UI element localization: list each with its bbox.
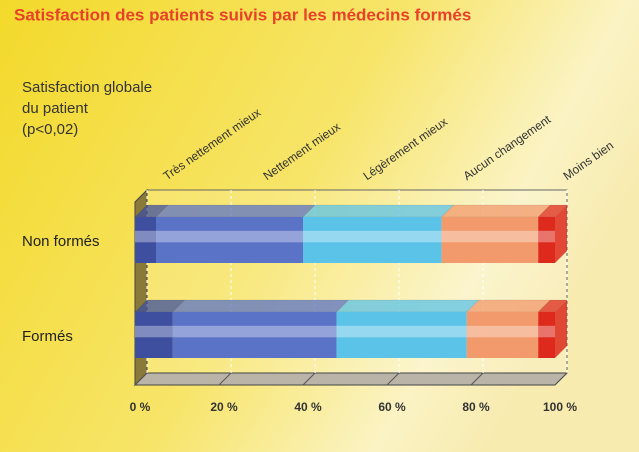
bar [538, 217, 555, 263]
bar-top [335, 299, 480, 313]
tick-mark [470, 372, 484, 386]
bar-highlight [156, 230, 303, 243]
x-tick-label: 40 % [294, 400, 322, 414]
tick-mark [134, 372, 148, 386]
bar-top [440, 204, 551, 218]
bar-highlight [466, 325, 539, 338]
bar-highlight [135, 325, 173, 338]
bar-highlight [441, 230, 539, 243]
bar-top [466, 299, 551, 313]
x-tick-label: 100 % [543, 400, 577, 414]
bar [336, 312, 467, 358]
bar-top [155, 204, 316, 218]
bar [466, 312, 539, 358]
x-tick-label: 80 % [462, 400, 490, 414]
tick-mark [302, 372, 316, 386]
floor [133, 372, 569, 386]
tick-mark [386, 372, 400, 386]
bar-top [172, 299, 350, 313]
axis-label: (p<0,02) [22, 121, 78, 138]
chart-title: Satisfaction des patients suivis par les… [14, 5, 471, 24]
bar [303, 217, 442, 263]
bar-top [302, 204, 455, 218]
bar-highlight [303, 230, 442, 243]
bar [538, 312, 555, 358]
x-tick-label: 60 % [378, 400, 406, 414]
bar [156, 217, 303, 263]
tick-mark [218, 372, 232, 386]
axis-label: Satisfaction globale [22, 79, 152, 96]
bar-highlight [172, 325, 337, 338]
bar-highlight [538, 230, 555, 243]
bar-highlight [538, 325, 555, 338]
axis-label: du patient [22, 100, 89, 117]
tick-mark [554, 372, 568, 386]
y-tick-label: Formés [22, 328, 73, 345]
bar [135, 312, 173, 358]
bar-end [555, 300, 567, 358]
bar [135, 217, 156, 263]
bar-highlight [336, 325, 467, 338]
bar [172, 312, 337, 358]
x-tick-label: 0 % [130, 400, 151, 414]
bar-highlight [135, 230, 156, 243]
bar-end [555, 205, 567, 263]
x-tick-label: 20 % [210, 400, 238, 414]
y-tick-label: Non formés [22, 233, 100, 250]
bar [441, 217, 539, 263]
